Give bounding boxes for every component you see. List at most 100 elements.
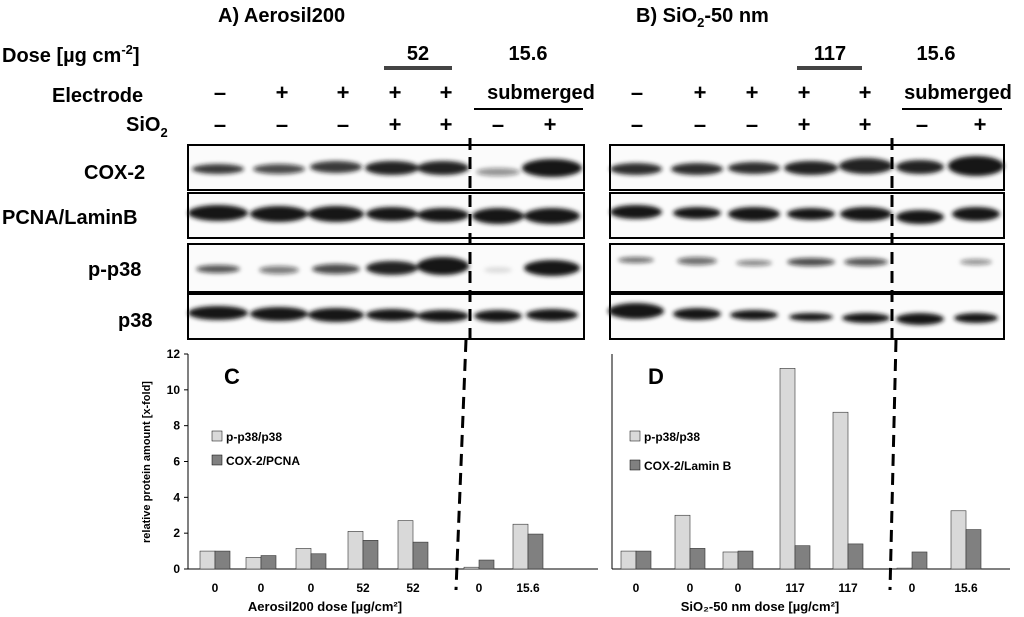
sign: +: [389, 80, 402, 105]
blot-frames: [187, 144, 1005, 340]
band: [839, 158, 893, 174]
band: [484, 267, 512, 273]
band: [954, 313, 998, 323]
y-tick-label: 4: [173, 490, 180, 504]
band: [618, 257, 654, 263]
sign: +: [859, 80, 872, 105]
sign: –: [631, 112, 643, 137]
bar-series1: [896, 567, 913, 570]
bar-series1: [463, 566, 480, 570]
sign: +: [389, 112, 402, 137]
sign: +: [440, 112, 453, 137]
blot-a-pp38: [187, 243, 585, 293]
sign: –: [631, 80, 643, 105]
bar-series1: [722, 551, 739, 570]
band: [728, 207, 780, 221]
y-tick-label: 10: [167, 383, 181, 397]
band: [896, 160, 944, 174]
blot-b-pp38: [609, 243, 1005, 293]
chart-d-bars: [620, 368, 982, 570]
dose-row-label: Dose [µg cm-2]: [2, 42, 140, 67]
panel-a-electrode-signs: – + + + +: [214, 80, 453, 105]
chart-d-separator: [888, 339, 898, 591]
bar-series2: [214, 550, 231, 570]
bar-series1: [347, 531, 364, 570]
sign: –: [214, 112, 226, 137]
sign: +: [859, 112, 872, 137]
band: [896, 210, 944, 224]
band: [308, 308, 364, 322]
x-tick-label: 15.6: [516, 581, 540, 595]
chart-c-letter: C: [224, 364, 240, 389]
panel-b-title: B) SiO2-50 nm: [636, 5, 769, 30]
band: [259, 266, 299, 274]
chart-c-separator: [454, 339, 468, 591]
x-tick-label: 117: [838, 581, 858, 595]
legend-label: COX-2/PCNA: [226, 454, 300, 468]
band: [728, 162, 780, 174]
chart-c-xlabel: Aerosil200 dose [µg/cm²]: [248, 599, 402, 614]
y-tick-label: 8: [173, 419, 180, 433]
band: [312, 264, 360, 274]
y-tick-label: 12: [167, 347, 181, 361]
panel-b-submerged-label: submerged: [904, 82, 1012, 104]
bar-series1: [779, 368, 796, 570]
panel-a-submerged-label: submerged: [487, 82, 595, 104]
bar-series1: [512, 523, 529, 570]
band-label-pp38: p-p38: [88, 259, 141, 281]
bar-series1: [397, 520, 414, 570]
band: [417, 208, 469, 222]
band: [417, 310, 469, 322]
band: [196, 265, 240, 273]
sign: +: [974, 112, 987, 137]
band: [677, 257, 717, 265]
x-tick-label: 117: [785, 581, 805, 595]
bar-series2: [965, 529, 982, 570]
panel-a-submerged-dose: 15.6: [509, 43, 548, 65]
bar-series2: [794, 545, 811, 570]
x-tick-label: 52: [406, 581, 420, 595]
x-tick-label: 52: [356, 581, 370, 595]
panel-a-dose-value: 52: [407, 43, 429, 65]
chart-c-legend: p-p38/p38 COX-2/PCNA: [211, 430, 300, 468]
band: [842, 313, 890, 323]
sign: –: [276, 112, 288, 137]
bands-panel-a: [188, 159, 582, 322]
sign: +: [544, 112, 557, 137]
band: [787, 208, 835, 220]
legend-swatch: [211, 430, 223, 442]
band: [417, 161, 469, 175]
band: [896, 313, 944, 325]
x-tick-label: 15.6: [954, 581, 978, 595]
chart-d-x-ticks: 0 0 0 117 117 0 15.6: [633, 581, 978, 595]
band: [526, 309, 578, 321]
sign: –: [916, 112, 928, 137]
band: [673, 207, 721, 219]
bar-series2: [911, 551, 928, 570]
bar-series1: [620, 550, 637, 570]
band: [948, 156, 1004, 176]
chart-d-letter: D: [648, 364, 664, 389]
x-tick-label: 0: [735, 581, 742, 595]
legend-swatch: [211, 454, 223, 466]
band: [250, 307, 308, 321]
band: [476, 168, 520, 176]
band: [673, 308, 721, 320]
chart-c-bars: [199, 520, 544, 570]
sign: +: [276, 80, 289, 105]
band-label-cox2: COX-2: [84, 162, 145, 184]
band: [840, 207, 892, 221]
x-tick-label: 0: [212, 581, 219, 595]
bar-series1: [832, 411, 849, 570]
band: [608, 303, 664, 319]
bar-series2: [847, 543, 864, 570]
bar-series2: [478, 559, 495, 570]
sign: +: [798, 112, 811, 137]
chart-c-ylabel: relative protein amount [x-fold]: [141, 381, 153, 543]
x-tick-label: 0: [308, 581, 315, 595]
x-tick-label: 0: [909, 581, 916, 595]
sign: +: [798, 80, 811, 105]
band: [610, 205, 662, 219]
band: [365, 161, 419, 175]
